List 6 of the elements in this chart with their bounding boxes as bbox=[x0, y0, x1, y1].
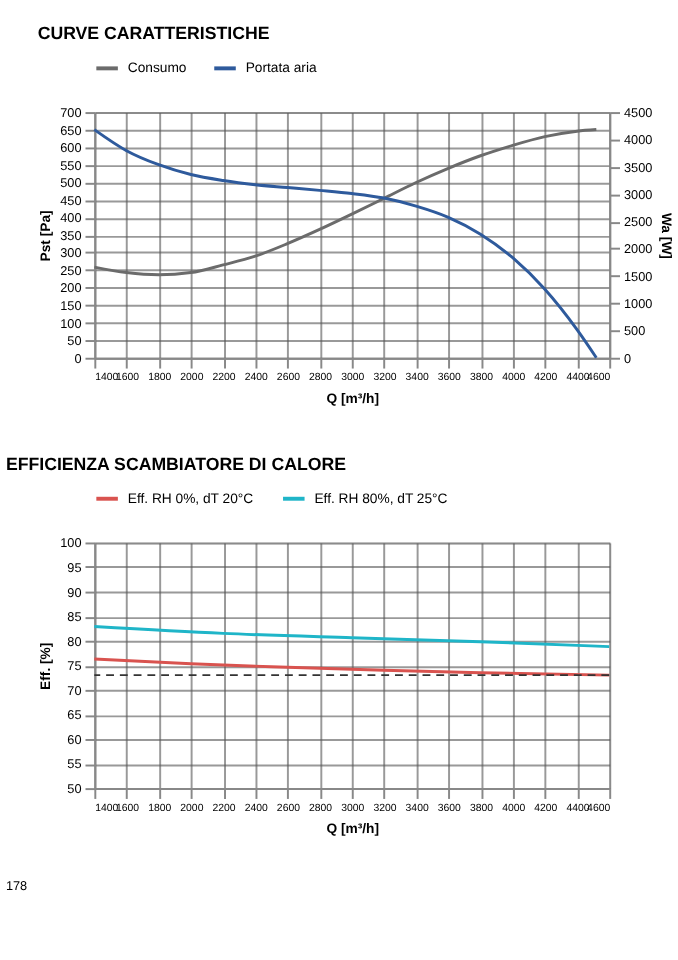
line-series bbox=[92, 657, 611, 677]
chart-title: CURVE CARATTERISTICHE bbox=[37, 23, 270, 44]
line-series bbox=[92, 128, 598, 360]
line-series bbox=[92, 128, 598, 277]
line-series bbox=[92, 625, 611, 649]
chart-title: EFFICIENZA SCAMBIATORE DI CALORE bbox=[5, 453, 347, 474]
